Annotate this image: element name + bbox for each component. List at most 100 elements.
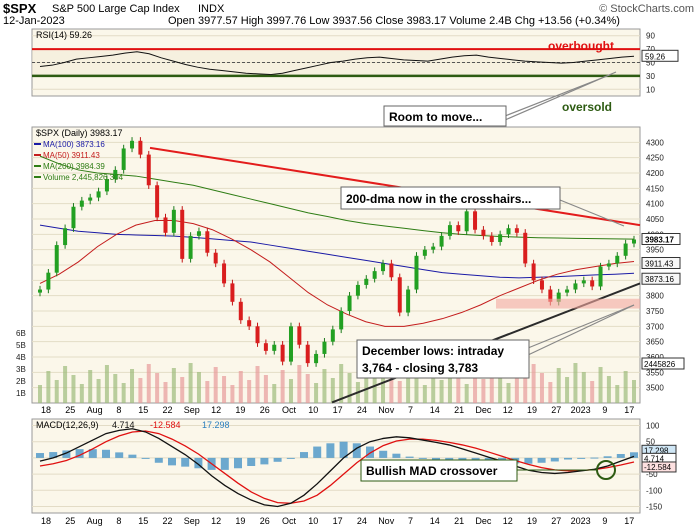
- volume-bar: [531, 364, 536, 403]
- price-x-label: Oct: [282, 405, 297, 415]
- candle-body: [180, 209, 185, 259]
- price-x-label: Aug: [87, 405, 103, 415]
- macd-histogram-bar: [102, 449, 110, 458]
- macd-histogram-bar: [234, 457, 242, 469]
- macd-tick-label: -100: [646, 486, 663, 495]
- price-x-label: 2023: [571, 405, 591, 415]
- price-legend-entry: Volume 2,445,826,304: [43, 173, 124, 182]
- volume-bar: [523, 378, 528, 403]
- macd-histogram-bar: [326, 443, 335, 458]
- candle-body: [489, 235, 494, 242]
- crosshairs-arrow: [559, 199, 625, 227]
- volume-bar: [489, 365, 494, 403]
- rsi-series-line: [39, 51, 635, 76]
- candle-body: [632, 239, 636, 244]
- volume-tick-label: 4B: [16, 353, 26, 362]
- candle-body: [623, 243, 628, 256]
- price-tag-box: [641, 256, 681, 269]
- volume-bar: [456, 375, 461, 403]
- volume-bar: [556, 368, 561, 403]
- volume-bar: [272, 384, 277, 403]
- rsi-tick-label: 50: [646, 59, 655, 68]
- price-tick-label: 4250: [646, 154, 664, 163]
- macd-histogram-bar: [405, 456, 414, 458]
- volume-bar: [632, 380, 636, 403]
- crossover-box: [360, 459, 518, 482]
- volume-bar: [372, 377, 377, 403]
- candle-body: [406, 289, 411, 313]
- room-to-move-arrow: [504, 71, 617, 121]
- macd-x-label: Aug: [87, 516, 103, 526]
- room-to-move-annotation: Room to move...: [389, 110, 482, 124]
- candle-body: [96, 191, 101, 198]
- macd-x-label: 7: [408, 516, 413, 526]
- macd-histogram-bar: [128, 454, 137, 458]
- candle-body: [297, 326, 302, 345]
- rsi-tick-label: 10: [646, 85, 655, 94]
- volume-bar: [422, 385, 427, 403]
- candle-body: [523, 232, 528, 264]
- price-x-label: 14: [430, 405, 440, 415]
- macd-x-label: 15: [138, 516, 148, 526]
- candle-body: [63, 228, 68, 246]
- volume-bar: [322, 369, 327, 403]
- candle-body: [464, 211, 469, 232]
- volume-bar: [473, 370, 478, 403]
- december-lows-arrow: [527, 304, 635, 349]
- price-x-label: 15: [138, 405, 148, 415]
- candle-body: [531, 263, 536, 281]
- macd-tag: 17.298: [644, 446, 669, 455]
- candle-body: [171, 209, 176, 233]
- volume-bar: [213, 367, 218, 403]
- macd-tag: 4.714: [644, 454, 665, 463]
- volume-bar: [389, 372, 394, 403]
- macd-histogram-bar: [194, 457, 203, 469]
- chart-watermark: © StockCharts.com: [599, 3, 694, 15]
- macd-histogram-bar: [88, 449, 97, 458]
- price-x-label: 18: [41, 405, 51, 415]
- macd-histogram-bar: [366, 446, 374, 458]
- candle-body: [163, 217, 168, 233]
- candle-body: [539, 280, 544, 290]
- crosshairs-box: [340, 186, 561, 210]
- volume-bar: [288, 379, 293, 403]
- overbought-annotation: overbought: [548, 39, 614, 53]
- volume-bar: [205, 381, 210, 403]
- candle-body: [355, 284, 360, 296]
- macd-x-label: 12: [503, 516, 513, 526]
- price-x-label: 10: [308, 405, 318, 415]
- macd-histogram-bar: [432, 457, 440, 460]
- volume-bar: [464, 384, 469, 403]
- macd-histogram-bar: [62, 450, 71, 458]
- macd-x-label: Dec: [475, 516, 492, 526]
- chart-exchange: INDX: [198, 3, 225, 15]
- ma200-line: [39, 155, 635, 240]
- candle-body: [46, 272, 51, 290]
- price-tick-label: 4300: [646, 138, 664, 147]
- ma50-line: [39, 220, 635, 327]
- macd-x-label: 21: [454, 516, 464, 526]
- volume-bar: [263, 375, 268, 403]
- price-title: $SPX (Daily) 3983.17: [36, 128, 123, 138]
- rsi-tick-label: 70: [646, 45, 655, 54]
- volume-bar: [138, 378, 143, 403]
- volume-bar: [406, 367, 411, 403]
- macd-histogram-bar: [49, 452, 58, 458]
- volume-bar: [364, 368, 369, 403]
- macd-tag: -12.584: [644, 463, 672, 472]
- volume-bar: [63, 366, 68, 403]
- volume-bar: [565, 377, 570, 403]
- macd-tick-label: -50: [646, 470, 658, 479]
- volume-bar: [598, 367, 603, 403]
- candle-body: [548, 289, 553, 302]
- macd-histogram-bar: [550, 457, 559, 462]
- volume-bar: [188, 363, 193, 403]
- december-lows-band: [496, 298, 640, 309]
- crosshairs-annotation: 200-dma now in the crosshairs...: [346, 192, 531, 206]
- price-legend-entry: MA(200) 3984.39: [43, 162, 105, 171]
- volume-bar: [38, 385, 42, 403]
- crossover-annotation: Bullish MAD crossover: [366, 464, 498, 478]
- volume-bar: [498, 374, 503, 403]
